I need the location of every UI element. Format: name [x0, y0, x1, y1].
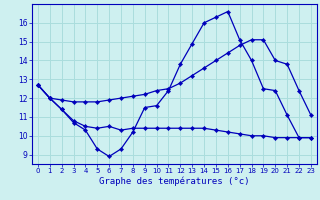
X-axis label: Graphe des températures (°c): Graphe des températures (°c) — [99, 177, 250, 186]
